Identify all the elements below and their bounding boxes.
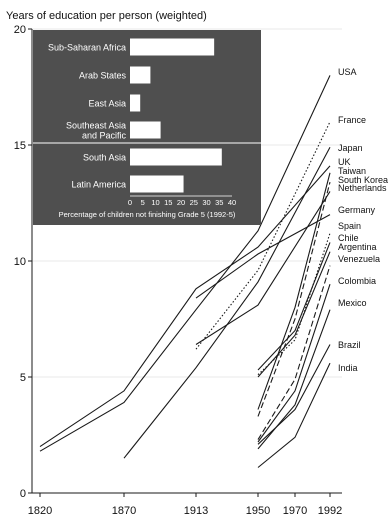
series-line-colombia [257, 284, 331, 443]
series-line-mexico [257, 309, 331, 450]
inset-category-label: East Asia [88, 99, 126, 109]
x-tick-label: 1870 [112, 505, 136, 517]
inset-category-label: Arab States [79, 71, 127, 81]
y-tick-label: 20 [14, 24, 26, 36]
x-tick-label: 1970 [283, 505, 307, 517]
series-label: UK [338, 157, 351, 167]
series-label: Mexico [338, 298, 367, 308]
series-label: Taiwan [338, 166, 366, 176]
series-label: France [338, 115, 366, 125]
inset-x-tick-label: 5 [141, 198, 145, 207]
series-label: Argentina [338, 242, 377, 252]
series-label: South Korea [338, 175, 388, 185]
series-line-netherlands [195, 191, 331, 345]
inset-bar [130, 175, 184, 193]
series-line-chile [257, 242, 331, 371]
series-line-india [257, 362, 331, 468]
inset-category-label: Sub-Saharan Africa [48, 43, 126, 53]
inset-x-tick-label: 15 [164, 198, 172, 207]
series-line-usa [39, 75, 331, 452]
series-label: Japan [338, 143, 363, 153]
series-label: Spain [338, 221, 361, 231]
inset-x-tick-label: 20 [177, 198, 185, 207]
x-tick-label: 1950 [246, 505, 270, 517]
inset-x-tick-label: 40 [228, 198, 236, 207]
y-tick-label: 0 [20, 488, 26, 500]
inset-x-tick-label: 35 [215, 198, 223, 207]
inset-x-tick-label: 30 [202, 198, 210, 207]
series-label: Netherlands [338, 183, 387, 193]
series-line-south-korea [257, 181, 331, 417]
series-line-taiwan [257, 172, 331, 410]
series-label: Chile [338, 233, 359, 243]
inset-x-axis-label: Percentage of children not finishing Gra… [59, 210, 236, 219]
inset-x-tick-label: 25 [190, 198, 198, 207]
y-tick-label: 15 [14, 140, 26, 152]
y-tick-label: 10 [14, 256, 26, 268]
series-label: USA [338, 67, 357, 77]
main-line-chart: Years of education per person (weighted)… [6, 10, 388, 517]
x-tick-label: 1992 [318, 505, 342, 517]
inset-bar [130, 38, 215, 56]
series-line-uk [39, 165, 331, 448]
series-line-brazil [257, 344, 331, 445]
inset-bar [130, 66, 151, 84]
x-tick-label: 1820 [28, 505, 52, 517]
inset-category-label: Southeast Asia and Pacific [66, 121, 127, 141]
inset-bar [130, 94, 141, 112]
series-line-france [195, 121, 331, 350]
inset-x-tick-label: 0 [128, 198, 132, 207]
inset-bar [130, 121, 161, 139]
inset-category-label: South Asia [83, 153, 126, 163]
series-label: Germany [338, 205, 376, 215]
x-tick-label: 1913 [184, 505, 208, 517]
series-line-venezuela [257, 265, 331, 440]
series-line-germany [195, 214, 331, 299]
series-line-spain [257, 233, 331, 376]
inset-bar-chart: Sub-Saharan Africa Arab States East Asia So… [33, 30, 261, 225]
inset-x-tick-label: 10 [151, 198, 159, 207]
y-tick-label: 5 [20, 372, 26, 384]
chart-title: Years of education per person (weighted) [6, 10, 207, 22]
series-label: Brazil [338, 340, 361, 350]
inset-bar [130, 148, 222, 166]
inset-category-label: Latin America [71, 180, 126, 190]
series-label: India [338, 363, 358, 373]
series-label: Venezuela [338, 254, 380, 264]
series-line-argentina [257, 251, 331, 378]
series-label: Colombia [338, 276, 376, 286]
